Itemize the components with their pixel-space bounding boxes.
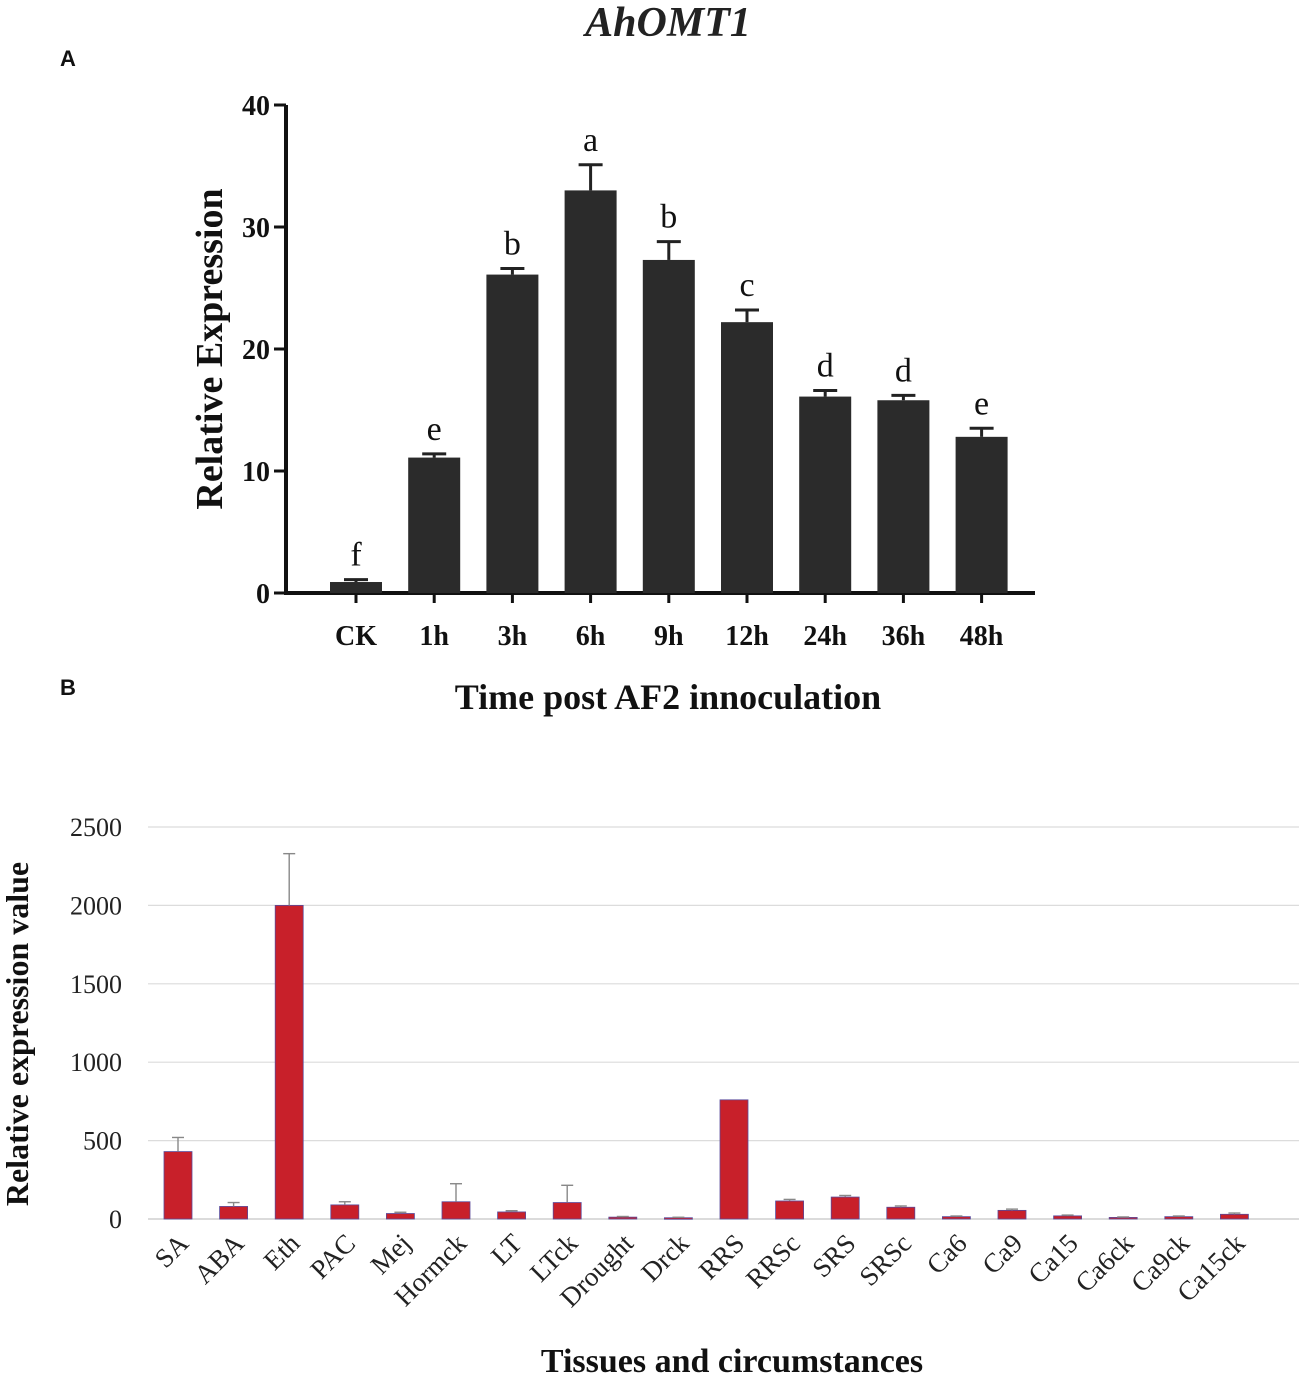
x-tick-label-b: PAC [304,1228,361,1285]
significance-letter: f [350,537,362,574]
x-tick-label-a: 6h [576,621,606,652]
y-tick-label-b: 1000 [70,1048,122,1077]
x-tick-label-a: 36h [882,621,926,652]
x-tick-label-b: SA [149,1228,195,1274]
bar-b [1108,1217,1138,1220]
x-tick-label-b: ABA [188,1228,250,1290]
x-tick-label-b: LT [485,1228,528,1271]
significance-letter: d [817,347,834,384]
bar-b [775,1200,804,1220]
y-tick-label-b: 2500 [70,813,122,842]
bar-b [219,1206,249,1220]
bar-b [163,1151,193,1220]
y-axis-title-b: Relative expression value [0,862,35,1206]
x-axis-title-b: Tissues and circumstances [541,1343,923,1376]
bar-a [955,436,1008,593]
bar-a [564,190,617,593]
bar-b [274,905,304,1220]
significance-letter: e [974,385,989,422]
y-tick-label-a: 10 [242,457,270,488]
x-tick-label-a: 12h [725,621,769,652]
y-tick-label-b: 2000 [70,891,122,920]
bar-a [877,400,930,593]
y-tick-label-a: 30 [242,213,270,244]
x-tick-label-b: Ca6ck [1069,1228,1139,1298]
x-tick-label-a: 9h [654,621,684,652]
y-tick-label-a: 0 [256,579,270,610]
x-tick-label-a: 1h [419,621,449,652]
significance-letter: e [427,411,442,448]
bar-b [719,1099,749,1220]
bar-b [608,1216,638,1220]
bar-b [441,1201,471,1220]
bar-a [642,259,695,593]
bar-a [486,274,539,593]
significance-letter: c [739,267,754,304]
figure-title: AhOMT1 [582,0,751,46]
x-tick-label-a: 48h [960,621,1004,652]
bar-b [552,1202,582,1220]
y-axis-title-a: Relative Expression [189,188,231,509]
chart-a: 0 10 20 30 40 f CK e 1h b 3h a 6h b 9h c 12h d 24h d 36h e 48h… [189,91,1035,717]
bar-b [942,1216,971,1220]
bar-b [497,1211,527,1220]
y-tick-label-a: 40 [242,91,270,122]
bar-b [1053,1215,1082,1220]
significance-letter: d [895,352,912,389]
x-tick-label-b: SRSc [853,1228,917,1292]
bar-b [830,1196,860,1220]
y-tick-label-b: 0 [109,1205,122,1234]
x-tick-label-b: Ca9 [976,1228,1028,1280]
bar-b [330,1204,360,1220]
x-tick-label-a: 3h [498,621,528,652]
significance-letter: b [660,199,677,236]
bar-a [408,457,461,593]
bar-a [721,322,773,593]
x-tick-label-a: CK [335,621,377,652]
x-axis-title-a: Time post AF2 innoculation [455,677,881,717]
x-tick-label-b: Eth [258,1228,306,1276]
y-tick-label-b: 500 [83,1127,122,1156]
bar-b [385,1213,415,1220]
bar-b [1164,1216,1194,1220]
x-tick-label-b: SRS [806,1228,861,1283]
y-tick-label-a: 20 [242,335,270,366]
significance-letter: a [583,122,598,159]
panel-b-label: B [60,675,76,700]
x-tick-label-a: 24h [803,621,847,652]
significance-letter: b [504,225,521,262]
panel-a-label: A [60,46,76,71]
x-tick-label-b: Ca6 [921,1228,973,1280]
bar-a [330,582,382,593]
bar-a [799,396,852,593]
bar-b [1220,1213,1249,1220]
y-tick-label-b: 1500 [70,970,122,999]
bar-b [886,1206,916,1220]
x-tick-label-b: RRSc [740,1228,806,1294]
x-tick-label-b: RRS [693,1228,750,1285]
x-tick-label-b: Drck [635,1228,695,1288]
bar-b [997,1209,1027,1220]
